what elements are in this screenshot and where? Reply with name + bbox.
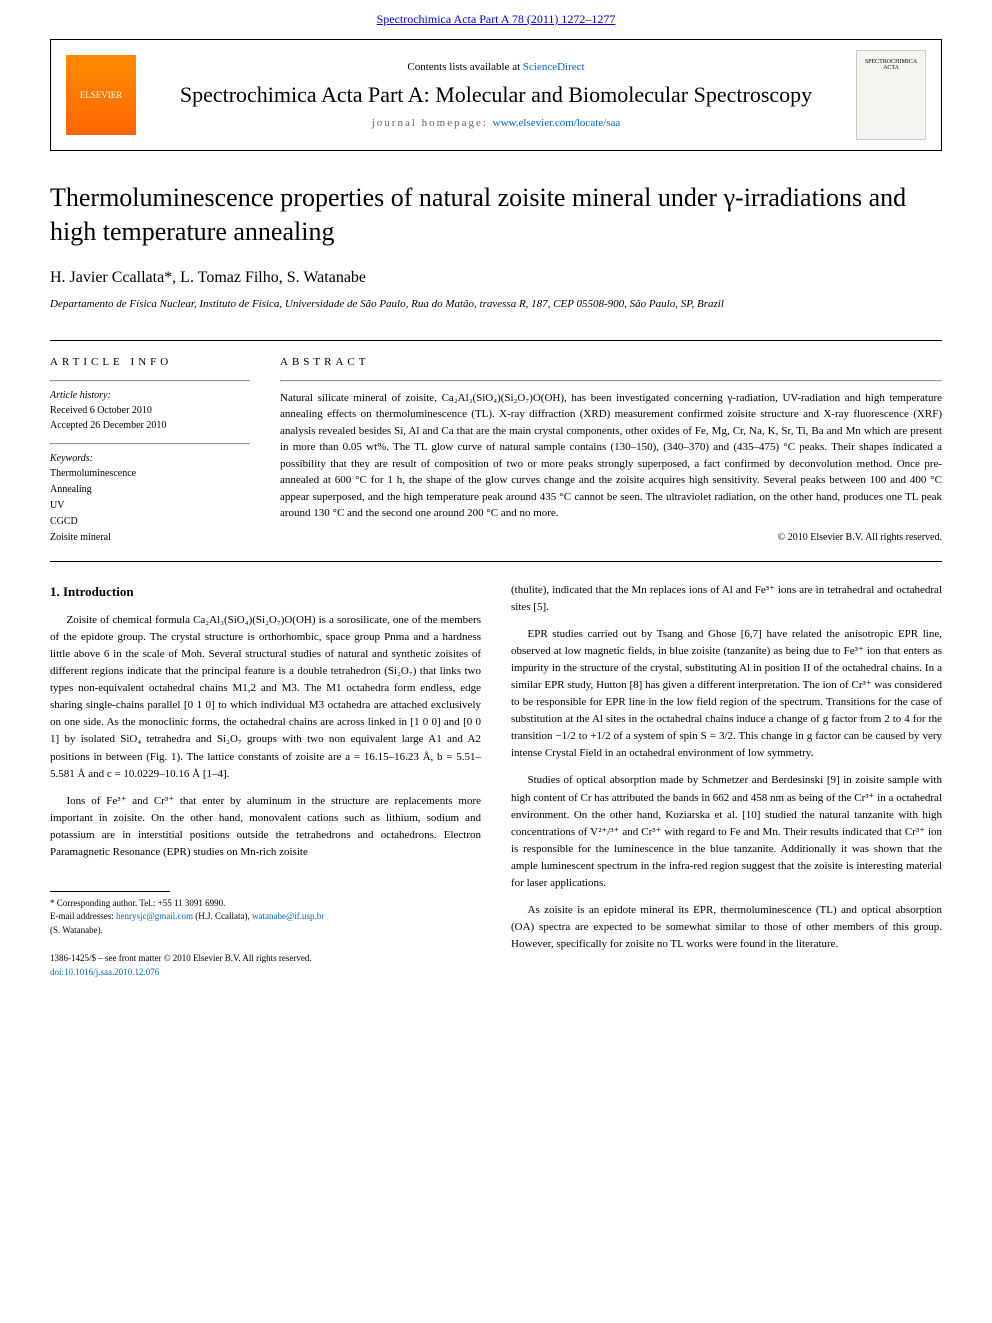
abstract-heading: ABSTRACT [280, 356, 942, 368]
history-dates: Received 6 October 2010 Accepted 26 Dece… [50, 403, 250, 433]
paragraph: (thulite), indicated that the Mn replace… [511, 582, 942, 616]
journal-homepage-link[interactable]: www.elsevier.com/locate/saa [493, 117, 621, 129]
keywords-label: Keywords: [50, 453, 250, 464]
article-header: Thermoluminescence properties of natural… [0, 151, 992, 340]
keywords-list: Thermoluminescence Annealing UV CGCD Zoi… [50, 466, 250, 546]
article-info-heading: ARTICLE INFO [50, 356, 250, 368]
paragraph: Studies of optical absorption made by Sc… [511, 772, 942, 891]
body-two-columns: 1. Introduction Zoisite of chemical form… [0, 562, 992, 999]
intro-heading: 1. Introduction [50, 582, 481, 602]
doi-link[interactable]: doi:10.1016/j.saa.2010.12.076 [50, 967, 159, 977]
left-column: 1. Introduction Zoisite of chemical form… [50, 582, 481, 979]
article-info-sidebar: ARTICLE INFO Article history: Received 6… [50, 356, 250, 546]
corresponding-footer: * Corresponding author. Tel.: +55 11 309… [50, 871, 481, 980]
paragraph: As zoisite is an epidote mineral its EPR… [511, 902, 942, 953]
paragraph: Ions of Fe³⁺ and Cr³⁺ that enter by alum… [50, 793, 481, 861]
email-link[interactable]: henrysjc@gmail.com [116, 911, 193, 921]
history-label: Article history: [50, 390, 250, 401]
publisher-logo: ELSEVIER [66, 55, 136, 135]
corresponding-author-note: * Corresponding author. Tel.: +55 11 309… [50, 897, 481, 911]
abstract-section: ABSTRACT Natural silicate mineral of zoi… [280, 356, 942, 546]
banner-center: Contents lists available at ScienceDirec… [151, 61, 841, 130]
journal-name: Spectrochimica Acta Part A: Molecular an… [151, 81, 841, 110]
abstract-copyright: © 2010 Elsevier B.V. All rights reserved… [280, 532, 942, 543]
article-title: Thermoluminescence properties of natural… [50, 181, 942, 249]
contents-available-line: Contents lists available at ScienceDirec… [151, 61, 841, 73]
email-link[interactable]: watanabe@if.usp.br [252, 911, 324, 921]
right-column: (thulite), indicated that the Mn replace… [511, 582, 942, 979]
sciencedirect-link[interactable]: ScienceDirect [523, 61, 585, 73]
front-matter-note: 1386-1425/$ – see front matter © 2010 El… [50, 952, 481, 979]
homepage-line: journal homepage: www.elsevier.com/locat… [151, 117, 841, 129]
header-citation[interactable]: Spectrochimica Acta Part A 78 (2011) 127… [0, 0, 992, 39]
info-abstract-row: ARTICLE INFO Article history: Received 6… [0, 341, 992, 561]
affiliation: Departamento de Física Nuclear, Institut… [50, 297, 942, 312]
paragraph: EPR studies carried out by Tsang and Gho… [511, 626, 942, 762]
email-addresses: E-mail addresses: henrysjc@gmail.com (H.… [50, 910, 481, 937]
journal-banner: ELSEVIER Contents lists available at Sci… [50, 39, 942, 151]
paragraph: Zoisite of chemical formula Ca₂Al₃(SiO₄)… [50, 612, 481, 782]
journal-cover-thumbnail: SPECTROCHIMICA ACTA [856, 50, 926, 140]
authors-list: H. Javier Ccallata*, L. Tomaz Filho, S. … [50, 269, 942, 287]
abstract-text: Natural silicate mineral of zoisite, Ca₂… [280, 390, 942, 522]
